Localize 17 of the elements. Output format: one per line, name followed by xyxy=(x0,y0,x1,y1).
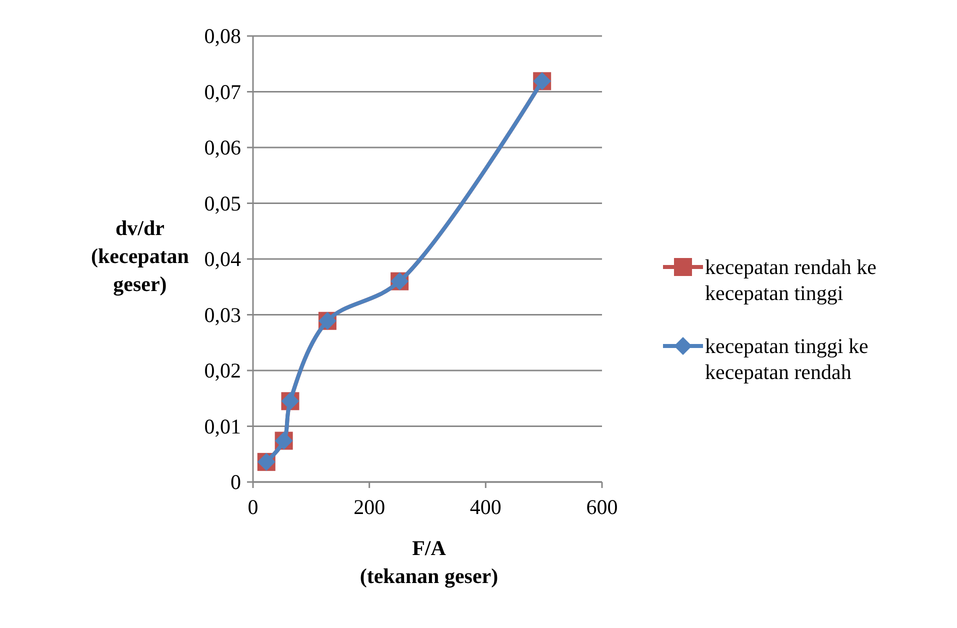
y-tick-label: 0 xyxy=(230,470,241,494)
y-tick-label: 0,03 xyxy=(204,302,241,327)
legend-label: kecepatan rendah ke kecepatan tinggi xyxy=(705,255,876,305)
x-tick-label: 200 xyxy=(354,495,386,519)
y-tick-label: 0,01 xyxy=(204,414,241,438)
y-tick-label: 0,08 xyxy=(204,24,241,48)
y-tick-label: 0,06 xyxy=(204,136,241,160)
x-tick-label: 0 xyxy=(248,495,258,519)
x-axis-title: F/A (tekanan geser) xyxy=(360,536,498,588)
legend-label: kecepatan tinggi ke kecepatan rendah xyxy=(705,334,868,384)
y-tick-label: 0,05 xyxy=(204,191,241,216)
y-tick-label: 0,02 xyxy=(204,358,241,382)
y-tick-label: 0,04 xyxy=(204,247,242,271)
x-tick-label: 600 xyxy=(586,495,618,519)
y-axis-title: dv/dr (kecepatan geser) xyxy=(91,216,190,296)
x-tick-label: 400 xyxy=(470,495,502,519)
y-tick-label: 0,07 xyxy=(204,80,241,104)
